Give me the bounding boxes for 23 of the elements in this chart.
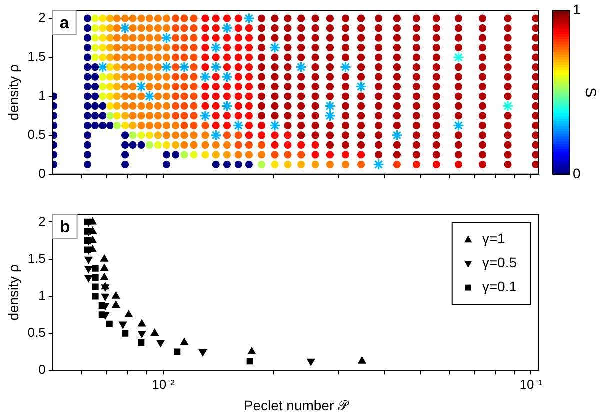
annotation: b: [60, 217, 70, 236]
y-tick-label: 1: [38, 288, 46, 303]
x-axis-title: Peclet number 𝒫: [244, 397, 350, 414]
y-tick-label: 1.5: [28, 49, 46, 64]
y-tick-label: 0: [38, 166, 46, 181]
legend-label: γ=0.1: [482, 278, 518, 295]
y-axis-title: density ρ: [5, 64, 22, 121]
x-tick-label: 10⁻²: [152, 376, 176, 392]
y-axis-title: density ρ: [5, 264, 22, 321]
y-tick-label: 0.5: [28, 127, 46, 142]
y-tick-label: 1.5: [28, 250, 46, 266]
annotation: a: [60, 13, 70, 32]
y-tick-label: 2: [38, 214, 46, 229]
y-tick-label: 0.5: [28, 325, 46, 340]
y-tick-label: 2: [38, 10, 46, 26]
x-tick-label: 10⁻¹: [520, 376, 544, 392]
legend-label: γ=0.5: [482, 254, 518, 271]
y-tick-label: 0: [38, 362, 46, 378]
y-tick-label: 1: [38, 88, 46, 104]
color-bar-title: S: [582, 88, 599, 98]
color-bar-label: 1: [573, 2, 581, 18]
color-bar-label: 0: [573, 165, 581, 182]
legend-label: γ=1: [482, 230, 506, 247]
